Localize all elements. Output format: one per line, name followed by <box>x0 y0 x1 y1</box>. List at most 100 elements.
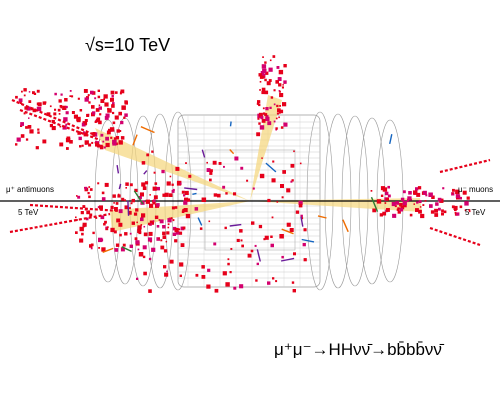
hit <box>272 277 275 280</box>
hit <box>407 198 410 201</box>
hit <box>85 217 89 221</box>
hit <box>102 140 105 143</box>
hit <box>143 232 148 237</box>
left-beam-label: μ⁺ antimuons <box>6 185 54 194</box>
hit-streak <box>429 226 481 247</box>
hit <box>290 163 295 168</box>
hit <box>385 197 389 201</box>
hit <box>108 128 112 132</box>
hit <box>180 226 185 231</box>
hit <box>69 140 73 144</box>
hit <box>42 139 47 144</box>
hit <box>115 142 118 146</box>
hit <box>254 244 257 247</box>
hit <box>23 88 27 92</box>
hit <box>54 108 57 111</box>
hit <box>90 247 93 250</box>
hit <box>89 244 93 248</box>
hit <box>60 93 63 96</box>
hit <box>282 170 286 174</box>
hit <box>239 284 244 289</box>
hit <box>135 240 140 245</box>
hit <box>16 137 21 142</box>
hit <box>258 224 263 229</box>
hit <box>89 188 93 191</box>
hit <box>262 76 265 79</box>
hit <box>123 116 126 119</box>
hit <box>181 190 185 194</box>
hit <box>239 229 243 233</box>
jet-cone <box>95 128 250 201</box>
hit <box>19 101 22 104</box>
hit <box>138 231 142 235</box>
hit <box>298 200 303 205</box>
hit <box>462 190 467 195</box>
hit <box>159 219 164 224</box>
hit <box>154 182 158 185</box>
hit <box>65 123 68 126</box>
hit <box>179 274 182 277</box>
hit <box>233 286 237 290</box>
track-segment <box>256 249 261 262</box>
hit <box>120 120 124 125</box>
hit <box>209 178 212 182</box>
hit <box>271 178 276 183</box>
hit <box>278 69 284 75</box>
hit <box>267 198 271 203</box>
hit <box>71 95 74 98</box>
hit <box>101 197 106 201</box>
hit <box>217 193 221 198</box>
hit <box>185 213 191 219</box>
hit <box>267 281 271 285</box>
hit <box>256 262 259 266</box>
hit <box>301 217 304 220</box>
hit <box>380 186 385 191</box>
hit <box>376 199 382 204</box>
hit <box>152 220 155 222</box>
hit <box>113 202 115 204</box>
right-beam-label: μ⁻ muons <box>458 185 494 194</box>
hit <box>225 282 230 287</box>
hit <box>441 212 444 216</box>
hit <box>90 243 94 247</box>
hit <box>270 235 273 238</box>
hit <box>166 270 168 273</box>
hit <box>265 71 269 75</box>
hit <box>453 205 458 210</box>
hit <box>119 92 122 95</box>
hit <box>264 61 267 64</box>
hit <box>434 208 438 213</box>
hit <box>91 105 95 109</box>
hit <box>160 239 163 242</box>
track-segment <box>133 190 144 205</box>
hit <box>82 222 87 227</box>
hit <box>98 247 100 249</box>
hit <box>151 247 156 252</box>
hit <box>292 289 296 293</box>
hit <box>396 208 399 211</box>
hit <box>25 138 29 141</box>
hit <box>128 207 131 210</box>
hit <box>162 235 167 239</box>
hit <box>148 222 151 226</box>
hit <box>94 120 97 123</box>
hit <box>454 211 457 214</box>
hit <box>149 220 155 225</box>
hit <box>269 106 272 109</box>
hit <box>35 146 39 150</box>
hit <box>79 145 82 148</box>
hit <box>28 117 30 119</box>
hit <box>88 101 91 104</box>
hit <box>171 189 175 193</box>
hit <box>416 192 421 197</box>
hit <box>135 208 139 212</box>
hit <box>384 202 387 204</box>
hit <box>96 144 101 148</box>
hit <box>90 90 94 95</box>
hit <box>201 265 205 269</box>
track-segment <box>102 247 114 253</box>
hit-streak <box>9 212 111 234</box>
hit <box>206 161 208 164</box>
hit <box>94 97 97 100</box>
